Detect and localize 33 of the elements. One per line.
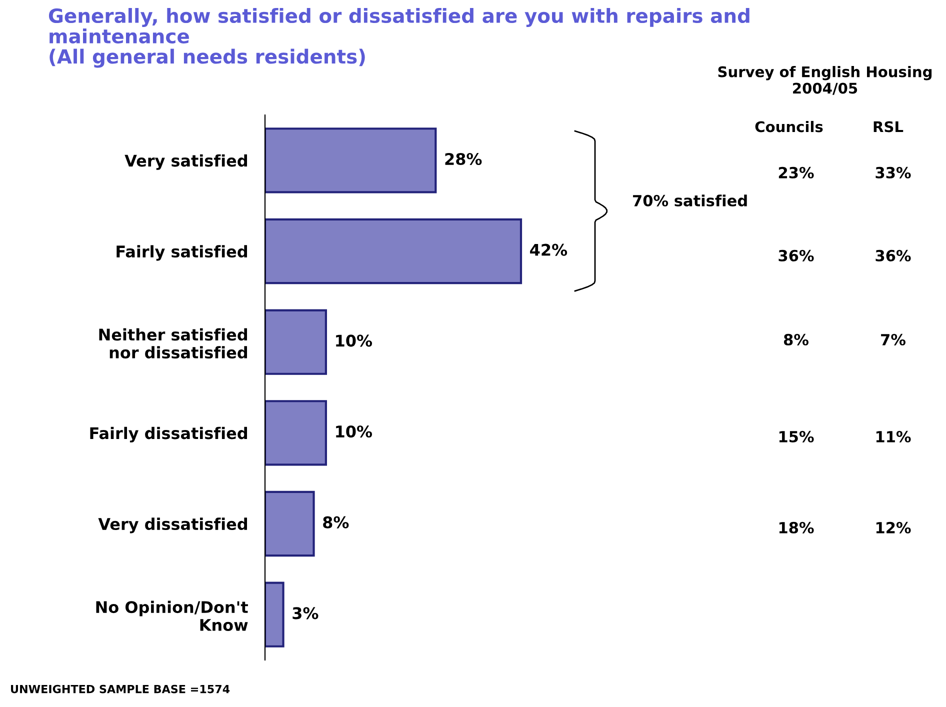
text: 36% xyxy=(778,250,814,262)
data-label: 10% xyxy=(336,425,372,438)
bar xyxy=(265,128,437,194)
text: 33% xyxy=(876,166,911,178)
bar xyxy=(265,400,327,466)
text: 36% xyxy=(876,250,911,262)
y-tick-label: Very satisfied xyxy=(124,154,247,170)
data-label: 8% xyxy=(323,516,349,528)
y-tick-label: Neither satisfied nor dissatisfied xyxy=(99,328,247,359)
text: 15% xyxy=(779,430,814,442)
text: 7% xyxy=(881,334,906,346)
bar xyxy=(265,309,327,375)
text: RSL xyxy=(874,121,904,132)
y-tick-label: Fairly satisfied xyxy=(116,245,247,261)
data-label: 28% xyxy=(445,152,482,166)
text: UNWEIGHTED SAMPLE BASE =1574 xyxy=(11,684,230,694)
bar xyxy=(265,582,284,648)
text: 23% xyxy=(778,166,814,178)
text: Councils xyxy=(755,120,823,132)
text: 8% xyxy=(784,334,808,346)
bar xyxy=(265,218,522,284)
bar xyxy=(265,490,315,557)
text: 11% xyxy=(876,430,911,442)
text: 18% xyxy=(779,522,814,534)
text: Survey of English Housing 2004/05 xyxy=(718,66,932,95)
data-label: 42% xyxy=(530,244,568,256)
y-tick-label: Fairly dissatisfied xyxy=(90,426,247,442)
y-tick-label: No Opinion/Don't Know xyxy=(96,600,248,632)
y-tick-label: Very dissatisfied xyxy=(98,518,247,534)
text: 70% satisfied xyxy=(633,194,747,206)
text: 12% xyxy=(876,522,911,534)
data-label: 10% xyxy=(336,334,372,347)
data-label: 3% xyxy=(292,607,318,620)
